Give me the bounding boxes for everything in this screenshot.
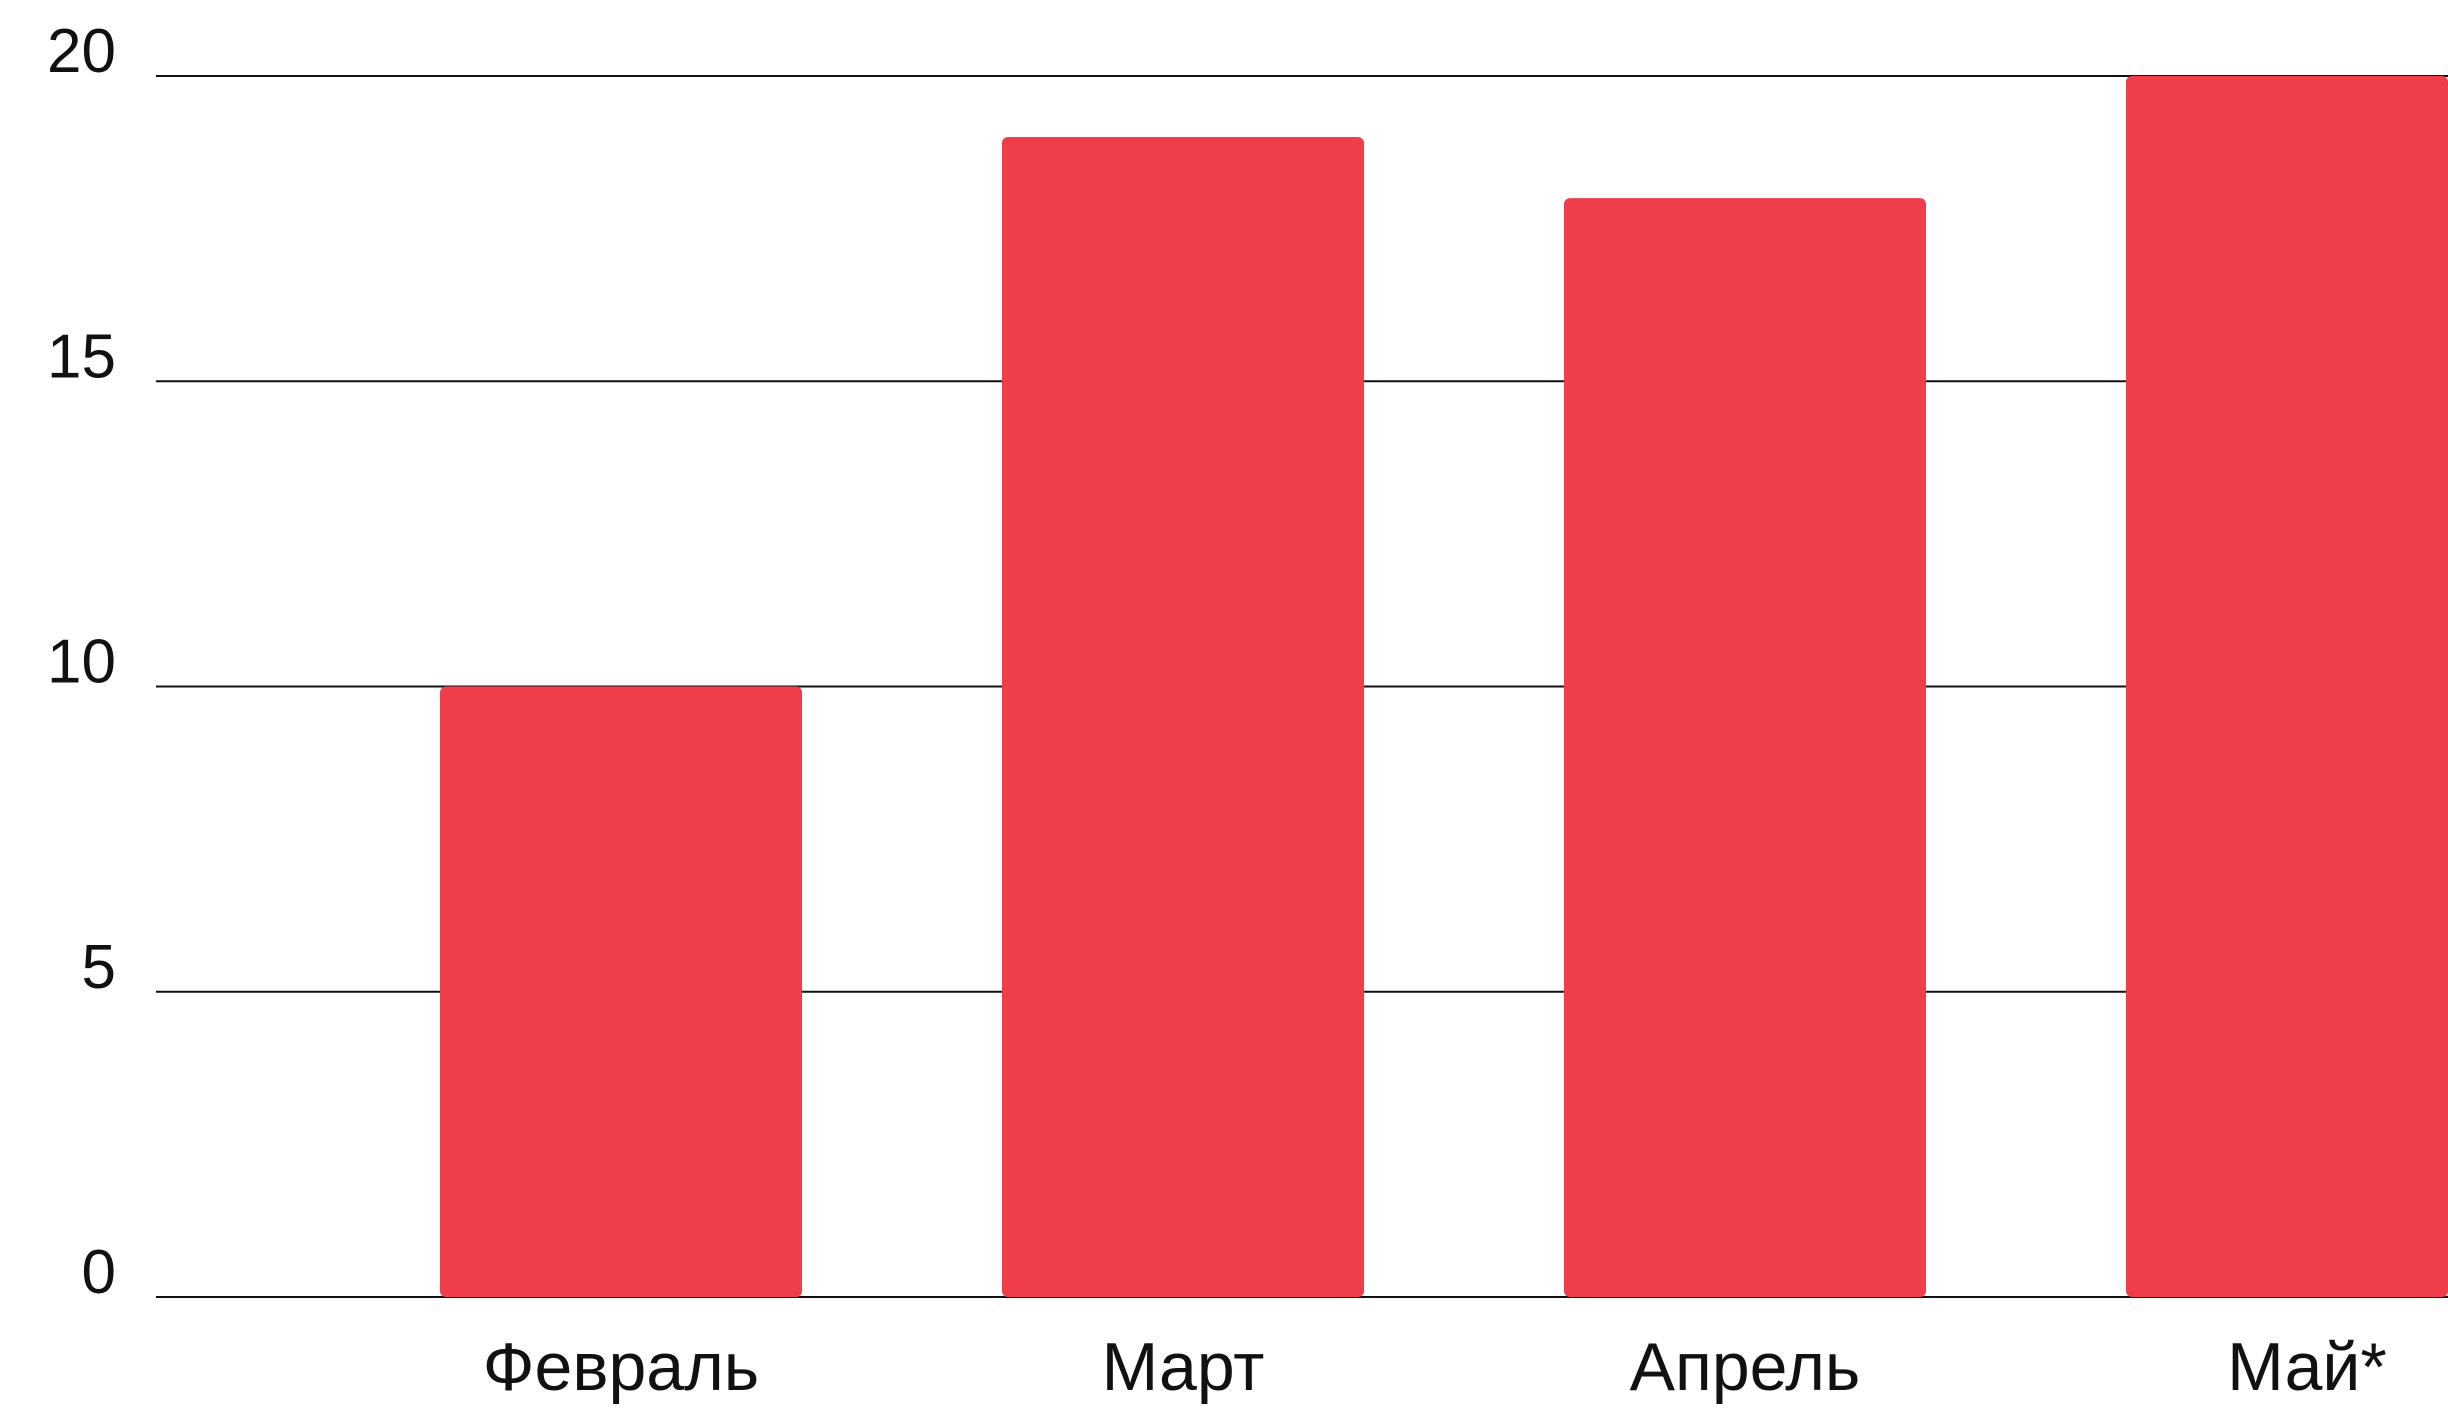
y-tick-label-15: 15: [47, 322, 116, 391]
x-category-label-4: Май*: [2227, 1329, 2387, 1405]
y-tick-label-0: 0: [82, 1238, 116, 1307]
x-category-label-1: Февраль: [483, 1329, 759, 1405]
y-tick-label-10: 10: [47, 628, 116, 697]
x-axis-category-labels: Февраль Март Апрель Май*: [483, 1329, 2387, 1405]
x-category-label-3: Апрель: [1630, 1329, 1861, 1405]
y-tick-label-5: 5: [82, 933, 116, 1002]
bar-1: [440, 686, 802, 1297]
bar-3: [1564, 198, 1926, 1298]
x-category-label-2: Март: [1102, 1329, 1265, 1405]
y-axis-tick-labels: 0 5 10 15 20: [47, 17, 116, 1307]
bar-4: [2126, 76, 2448, 1297]
y-tick-label-20: 20: [47, 17, 116, 86]
bar-2: [1002, 137, 1364, 1297]
bars: [440, 76, 2448, 1298]
